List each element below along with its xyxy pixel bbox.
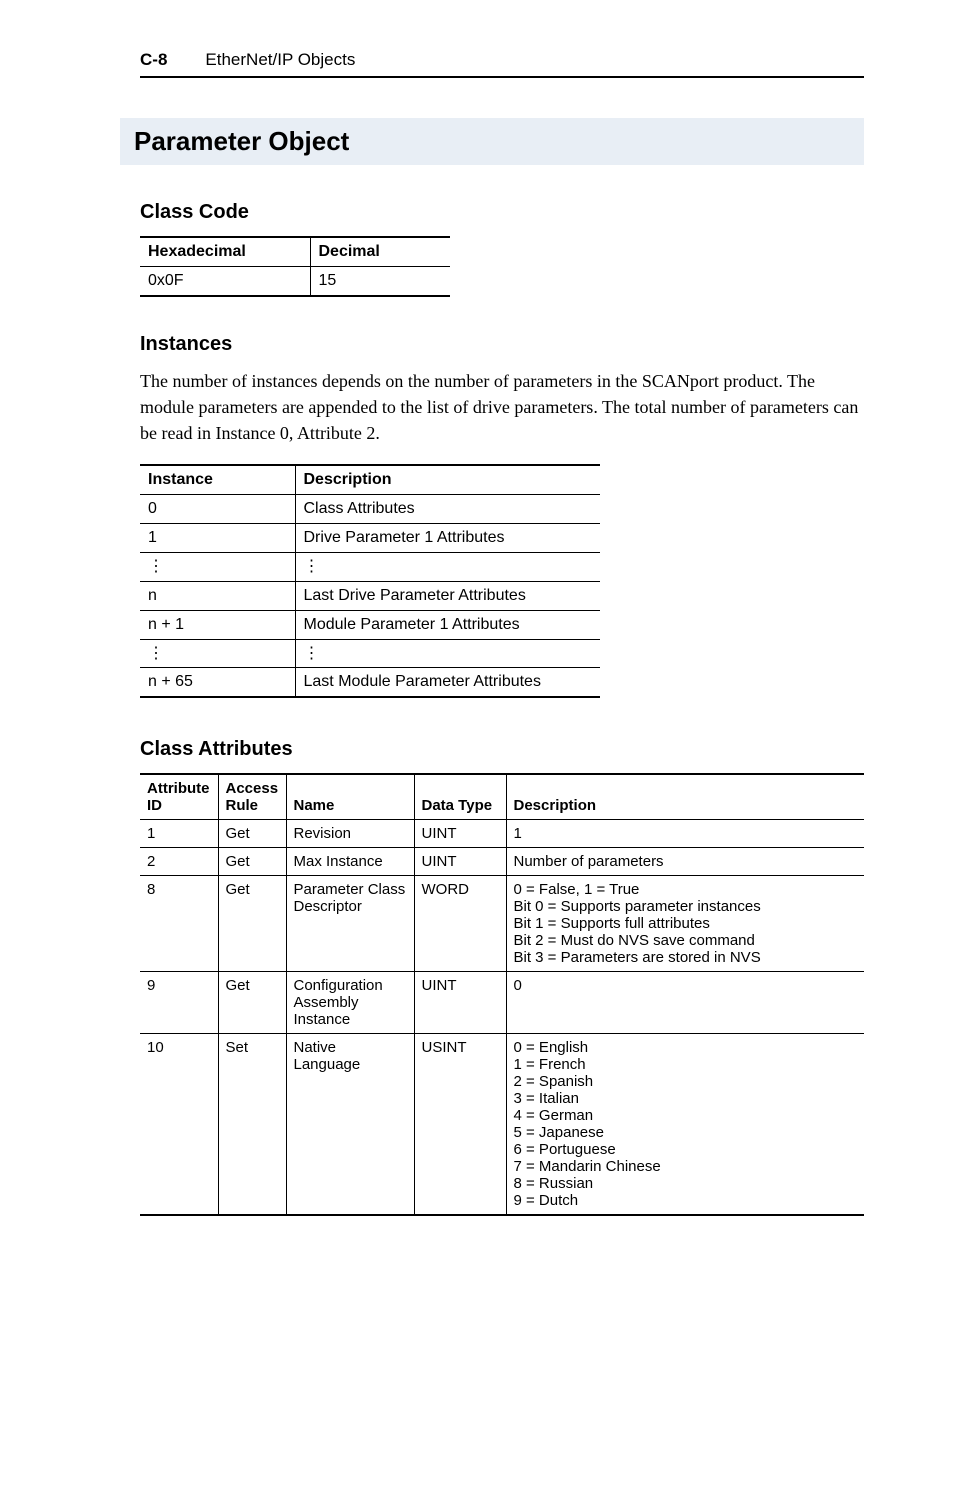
cell: n + 65 (140, 668, 295, 698)
cell: UINT (414, 848, 506, 876)
table-row: ⋮ ⋮ (140, 553, 600, 582)
class-code-table: Hexadecimal Decimal 0x0F 15 (140, 236, 450, 297)
section-title: Parameter Object (134, 126, 850, 157)
section-title-band: Parameter Object (120, 118, 864, 165)
cell: Drive Parameter 1 Attributes (295, 524, 600, 553)
cell: 1 (140, 524, 295, 553)
cell: 15 (310, 267, 450, 297)
cell: ⋮ (140, 553, 295, 582)
col-header: Description (506, 774, 864, 820)
cell: ⋮ (295, 639, 600, 668)
cell: Last Module Parameter Attributes (295, 668, 600, 698)
class-attributes-heading: Class Attributes (140, 738, 864, 761)
col-header: AccessRule (218, 774, 286, 820)
table-row: 8 Get Parameter Class Descriptor WORD 0 … (140, 876, 864, 972)
table-row: n + 1 Module Parameter 1 Attributes (140, 610, 600, 639)
class-attributes-table: AttributeID AccessRule Name Data Type De… (140, 773, 864, 1216)
table-row: ⋮ ⋮ (140, 639, 600, 668)
page-number: C-8 (140, 50, 167, 70)
table-row: 0 Class Attributes (140, 495, 600, 524)
cell: 10 (140, 1034, 218, 1216)
cell: UINT (414, 820, 506, 848)
cell: Class Attributes (295, 495, 600, 524)
cell: 1 (506, 820, 864, 848)
table-row: 10 Set Native Language USINT 0 = English… (140, 1034, 864, 1216)
cell: USINT (414, 1034, 506, 1216)
cell: 9 (140, 972, 218, 1034)
col-header: AttributeID (140, 774, 218, 820)
class-code-heading: Class Code (140, 201, 864, 224)
cell: Configuration Assembly Instance (286, 972, 414, 1034)
cell: WORD (414, 876, 506, 972)
cell: Get (218, 876, 286, 972)
cell: 0 = False, 1 = TrueBit 0 = Supports para… (506, 876, 864, 972)
cell: Last Drive Parameter Attributes (295, 581, 600, 610)
instances-paragraph: The number of instances depends on the n… (140, 368, 864, 446)
instances-table: Instance Description 0 Class Attributes … (140, 464, 600, 698)
cell: ⋮ (295, 553, 600, 582)
table-row: 2 Get Max Instance UINT Number of parame… (140, 848, 864, 876)
cell: Parameter Class Descriptor (286, 876, 414, 972)
page-header: C-8 EtherNet/IP Objects (140, 50, 864, 78)
table-row: 0x0F 15 (140, 267, 450, 297)
cell: Get (218, 972, 286, 1034)
cell: UINT (414, 972, 506, 1034)
cell: Revision (286, 820, 414, 848)
cell: n + 1 (140, 610, 295, 639)
cell: Max Instance (286, 848, 414, 876)
cell: Module Parameter 1 Attributes (295, 610, 600, 639)
cell: Get (218, 820, 286, 848)
table-row: n + 65 Last Module Parameter Attributes (140, 668, 600, 698)
table-row: 9 Get Configuration Assembly Instance UI… (140, 972, 864, 1034)
cell: Number of parameters (506, 848, 864, 876)
cell: 8 (140, 876, 218, 972)
cell: 0x0F (140, 267, 310, 297)
table-row: n Last Drive Parameter Attributes (140, 581, 600, 610)
table-row: 1 Drive Parameter 1 Attributes (140, 524, 600, 553)
cell: 0 = English1 = French2 = Spanish3 = Ital… (506, 1034, 864, 1216)
col-header: Instance (140, 465, 295, 495)
cell: 1 (140, 820, 218, 848)
table-row: 1 Get Revision UINT 1 (140, 820, 864, 848)
table-header-row: Instance Description (140, 465, 600, 495)
col-header: Decimal (310, 237, 450, 267)
col-header: Hexadecimal (140, 237, 310, 267)
cell: 2 (140, 848, 218, 876)
table-header-row: Hexadecimal Decimal (140, 237, 450, 267)
cell: Native Language (286, 1034, 414, 1216)
header-title: EtherNet/IP Objects (205, 50, 355, 70)
cell: n (140, 581, 295, 610)
cell: Set (218, 1034, 286, 1216)
cell: 0 (506, 972, 864, 1034)
col-header: Description (295, 465, 600, 495)
col-header: Data Type (414, 774, 506, 820)
cell: 0 (140, 495, 295, 524)
table-header-row: AttributeID AccessRule Name Data Type De… (140, 774, 864, 820)
col-header: Name (286, 774, 414, 820)
instances-heading: Instances (140, 333, 864, 356)
cell: Get (218, 848, 286, 876)
cell: ⋮ (140, 639, 295, 668)
